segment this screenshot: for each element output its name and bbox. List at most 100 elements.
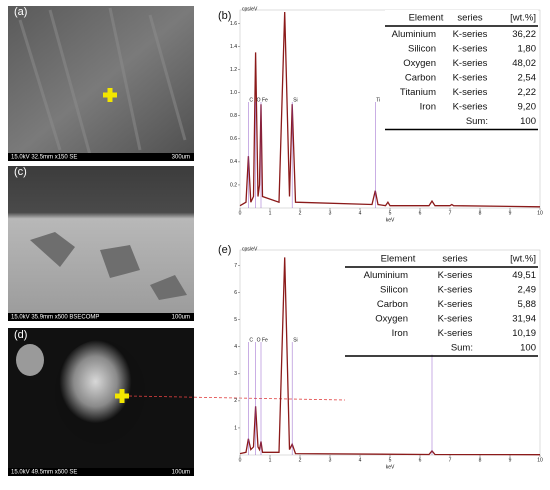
element-series: K-series: [438, 270, 473, 281]
peak-label: C: [249, 97, 253, 103]
x-tick-label: 0: [239, 210, 242, 216]
element-wt: 2,54: [518, 73, 537, 84]
element-name: Aluminium: [364, 270, 408, 281]
peak-label: Si: [293, 337, 297, 343]
element-wt: 10,19: [512, 328, 536, 339]
peak-label: Si: [293, 97, 297, 103]
x-tick-label: 0: [239, 457, 242, 463]
y-tick-label: 6: [234, 290, 237, 296]
y-tick-label: 3: [234, 371, 237, 377]
x-tick-label: 6: [419, 210, 422, 216]
y-tick-label: 0.6: [230, 136, 237, 142]
y-tick-label: 0.2: [230, 182, 237, 188]
x-tick-label: 4: [359, 457, 362, 463]
x-tick-label: 7: [449, 457, 452, 463]
element-name: Carbon: [377, 299, 408, 310]
table-header: series: [457, 13, 483, 24]
y-tick-label: 0.4: [230, 159, 237, 165]
sum-value: 100: [520, 343, 536, 354]
element-wt: 36,22: [512, 29, 536, 40]
x-tick-label: 10: [537, 210, 543, 216]
element-wt: 9,20: [518, 102, 537, 113]
sem-image-d: [8, 328, 346, 476]
peak-label: O: [257, 97, 261, 103]
x-axis-label: keV: [386, 464, 395, 470]
element-name: Oxygen: [375, 314, 408, 325]
peak-label: C: [249, 337, 253, 343]
y-tick-label: 1: [234, 425, 237, 431]
element-name: Silicon: [380, 285, 408, 296]
sem-info: 15.0kV 32.5mm x150 SE: [11, 155, 77, 161]
element-series: K-series: [453, 29, 488, 40]
spectrum-line: [239, 11, 541, 208]
peak-label: Ti: [376, 97, 380, 103]
y-tick-label: 1.6: [230, 21, 237, 27]
y-tick-label: 5: [234, 317, 237, 323]
element-series: K-series: [453, 87, 488, 98]
x-tick-label: 8: [479, 457, 482, 463]
x-tick-label: 2: [299, 210, 302, 216]
x-tick-label: 3: [329, 457, 332, 463]
y-tick-label: 4: [234, 344, 237, 350]
element-name: Titanium: [400, 87, 436, 98]
x-tick-label: 3: [329, 210, 332, 216]
table-header: series: [442, 254, 468, 265]
sem-info: 15.0kV 49.5mm x500 SE: [11, 470, 77, 476]
peak-label: Fe: [262, 97, 268, 103]
element-series: K-series: [453, 44, 488, 55]
sem-scale: 100um: [172, 315, 190, 321]
x-tick-label: 7: [449, 210, 452, 216]
sum-label: Sum:: [451, 343, 473, 354]
y-tick-label: 1.0: [230, 90, 237, 96]
sem-image-c: [8, 166, 194, 321]
sem-scale: 300um: [172, 155, 190, 161]
y-axis-label: cps/eV: [242, 246, 258, 252]
x-tick-label: 1: [269, 210, 272, 216]
element-name: Iron: [420, 102, 436, 113]
x-tick-label: 10: [537, 457, 543, 463]
y-tick-label: 1.2: [230, 67, 237, 73]
element-series: K-series: [438, 328, 473, 339]
sum-value: 100: [520, 116, 536, 127]
panel-label: (a): [14, 6, 27, 18]
x-tick-label: 9: [509, 457, 512, 463]
element-wt: 31,94: [512, 314, 536, 325]
panel-label: (b): [218, 10, 231, 22]
table-header: Element: [381, 254, 416, 265]
element-name: Iron: [392, 328, 408, 339]
y-tick-label: 7: [234, 263, 237, 269]
element-wt: 2,22: [518, 87, 537, 98]
element-series: K-series: [438, 285, 473, 296]
element-wt: 2,49: [518, 285, 537, 296]
table-bg: [385, 10, 538, 128]
sem-image-a: [8, 6, 194, 161]
y-tick-label: 0.8: [230, 113, 237, 119]
x-axis-label: keV: [386, 217, 395, 223]
element-series: K-series: [453, 58, 488, 69]
element-name: Oxygen: [403, 58, 436, 69]
element-wt: 1,80: [518, 44, 537, 55]
x-tick-label: 6: [419, 457, 422, 463]
sem-info: 15.0kV 35.9mm x500 BSECOMP: [11, 315, 99, 321]
panel-label: (d): [14, 329, 27, 341]
x-tick-label: 1: [269, 457, 272, 463]
element-name: Silicon: [408, 44, 436, 55]
element-series: K-series: [438, 299, 473, 310]
element-name: Carbon: [405, 73, 436, 84]
y-tick-label: 1.4: [230, 44, 237, 50]
element-series: K-series: [453, 73, 488, 84]
panel-label: (c): [14, 166, 27, 178]
element-name: Aluminium: [392, 29, 436, 40]
x-tick-label: 5: [389, 210, 392, 216]
table-header: Element: [409, 13, 444, 24]
y-axis-label: cps/eV: [242, 6, 258, 12]
x-tick-label: 2: [299, 457, 302, 463]
element-series: K-series: [453, 102, 488, 113]
element-wt: 49,51: [512, 270, 536, 281]
element-wt: 5,88: [518, 299, 537, 310]
sum-label: Sum:: [466, 116, 488, 127]
y-tick-label: 2: [234, 398, 237, 404]
x-tick-label: 4: [359, 210, 362, 216]
peak-label: Fe: [262, 337, 268, 343]
